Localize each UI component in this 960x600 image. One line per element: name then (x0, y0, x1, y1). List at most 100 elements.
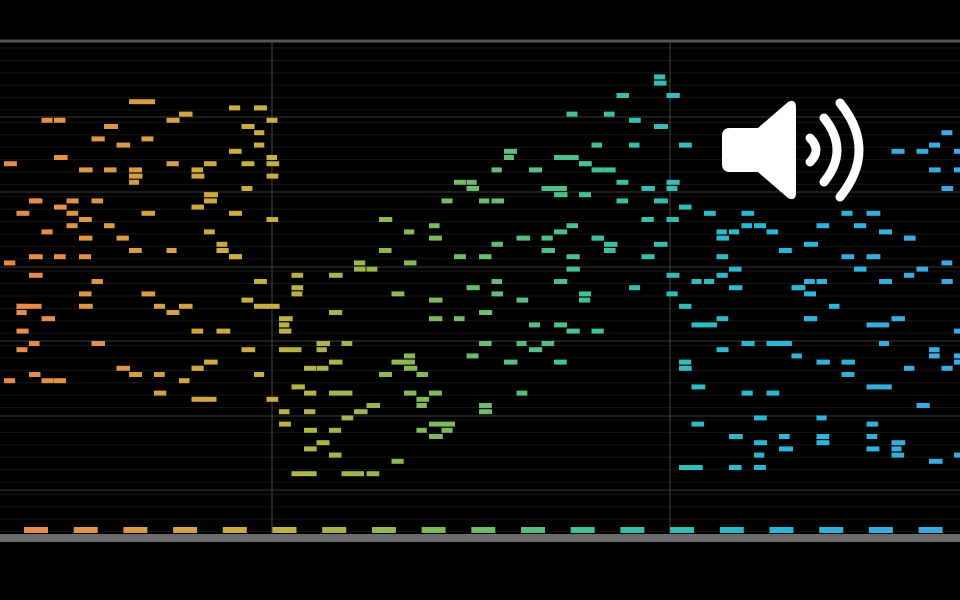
note (341, 341, 353, 346)
note (654, 198, 668, 204)
bottom-bar (0, 534, 960, 542)
note (204, 161, 217, 167)
note (879, 341, 890, 346)
note (679, 142, 692, 148)
note (604, 111, 615, 117)
note (79, 217, 92, 222)
note (29, 372, 41, 377)
note (516, 297, 529, 303)
note (666, 217, 679, 222)
note (866, 210, 881, 216)
note (529, 347, 543, 353)
note (304, 427, 317, 433)
note (241, 347, 256, 353)
note (566, 254, 580, 260)
note (29, 303, 42, 309)
note (229, 254, 243, 260)
note (191, 365, 204, 371)
note (366, 471, 380, 477)
note (766, 341, 780, 346)
note (591, 235, 603, 241)
note (404, 229, 415, 235)
note (179, 378, 190, 384)
note (304, 471, 317, 477)
note (29, 341, 40, 346)
note (329, 272, 343, 278)
note (441, 421, 455, 427)
note (779, 446, 793, 452)
note (666, 179, 680, 185)
bass-note (222, 527, 247, 533)
note (866, 384, 881, 390)
note (204, 192, 218, 198)
sound-wave (819, 113, 842, 187)
bass-note (918, 527, 943, 533)
note (229, 210, 243, 216)
note (241, 297, 254, 303)
note (441, 198, 453, 204)
bass-note (421, 527, 446, 533)
note (229, 105, 241, 111)
bass-note (173, 527, 198, 533)
note (554, 322, 568, 328)
note (616, 198, 629, 204)
note (391, 359, 405, 365)
note (641, 254, 655, 260)
note (854, 223, 867, 229)
note (79, 167, 93, 173)
note (291, 347, 302, 353)
note (691, 421, 705, 427)
note (654, 241, 668, 247)
note (679, 359, 692, 365)
note (816, 440, 830, 446)
note (591, 167, 604, 173)
note (479, 310, 493, 315)
note (41, 117, 53, 123)
note (941, 279, 953, 284)
note (591, 328, 604, 334)
note (179, 303, 193, 309)
note (354, 471, 365, 477)
note (129, 173, 143, 179)
note (454, 254, 466, 260)
note (166, 248, 177, 253)
bass-note (521, 527, 545, 533)
note (479, 254, 492, 260)
bass-note (24, 527, 48, 533)
note (29, 254, 43, 260)
note (79, 254, 92, 260)
note (904, 272, 915, 278)
note (191, 167, 204, 173)
note (929, 458, 943, 464)
note (316, 440, 330, 446)
note (741, 223, 753, 229)
note (429, 434, 443, 439)
note (854, 266, 867, 272)
note (216, 328, 231, 334)
bass-note (670, 527, 695, 533)
note (141, 99, 156, 105)
note (516, 235, 531, 241)
note (516, 390, 528, 396)
note (216, 248, 229, 253)
note (304, 365, 316, 371)
note (679, 204, 692, 210)
note (566, 223, 579, 229)
note (354, 409, 368, 415)
note (91, 341, 106, 346)
note (816, 359, 830, 365)
note (841, 372, 855, 377)
note (454, 179, 466, 185)
note (841, 359, 855, 365)
note (754, 415, 767, 421)
note (16, 303, 29, 309)
note (16, 328, 29, 334)
note (454, 316, 465, 322)
note (729, 266, 742, 272)
note (479, 409, 493, 415)
note (104, 167, 117, 173)
note (654, 124, 668, 129)
note (716, 272, 728, 278)
note (941, 260, 953, 266)
note (116, 235, 129, 241)
